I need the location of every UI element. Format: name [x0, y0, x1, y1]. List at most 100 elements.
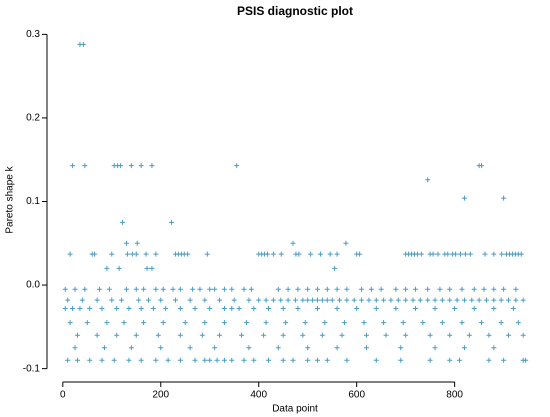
point: [138, 357, 144, 363]
point: [234, 163, 240, 169]
point: [144, 265, 150, 271]
point: [471, 305, 477, 311]
point: [368, 286, 374, 292]
point: [400, 320, 406, 326]
x-tick-label: 400: [250, 390, 267, 401]
point: [388, 297, 394, 303]
point: [300, 297, 306, 303]
point: [128, 163, 134, 169]
point: [72, 286, 78, 292]
point: [251, 357, 257, 363]
point: [403, 332, 409, 338]
point: [120, 219, 126, 225]
point: [324, 286, 330, 292]
point: [182, 320, 188, 326]
point: [359, 286, 365, 292]
point: [471, 286, 477, 292]
point: [251, 305, 257, 311]
point: [187, 345, 193, 351]
point: [322, 320, 328, 326]
point: [177, 357, 183, 363]
point: [425, 286, 431, 292]
point: [65, 357, 71, 363]
point: [453, 251, 459, 257]
point: [295, 305, 301, 311]
point: [275, 345, 281, 351]
point: [114, 305, 120, 311]
point: [343, 240, 349, 246]
point: [354, 305, 360, 311]
point: [160, 286, 166, 292]
y-tick-label: 0.2: [26, 113, 40, 124]
point: [479, 163, 485, 169]
point: [420, 320, 426, 326]
point: [461, 345, 467, 351]
point: [329, 297, 335, 303]
point: [412, 305, 418, 311]
point: [518, 251, 524, 257]
point: [305, 357, 311, 363]
point: [239, 332, 245, 338]
point: [403, 297, 409, 303]
point: [202, 320, 208, 326]
point: [520, 332, 526, 338]
point: [99, 357, 105, 363]
point: [435, 251, 441, 257]
point: [290, 357, 296, 363]
point: [266, 305, 272, 311]
point: [138, 305, 144, 311]
point: [427, 357, 433, 363]
point: [70, 305, 76, 311]
point: [204, 251, 210, 257]
point: [72, 345, 78, 351]
point: [513, 297, 519, 303]
point: [398, 345, 404, 351]
point: [459, 320, 465, 326]
point: [383, 332, 389, 338]
point: [491, 297, 497, 303]
point: [177, 286, 183, 292]
point: [285, 297, 291, 303]
point: [97, 286, 103, 292]
point: [314, 286, 320, 292]
point: [327, 251, 333, 257]
point: [124, 251, 130, 257]
point: [319, 332, 325, 338]
point: [501, 195, 507, 201]
point: [248, 286, 254, 292]
point: [381, 320, 387, 326]
point: [236, 305, 242, 311]
point: [357, 251, 363, 257]
point: [221, 357, 227, 363]
point: [74, 332, 80, 338]
point: [172, 297, 178, 303]
point: [104, 265, 110, 271]
point: [417, 297, 423, 303]
point: [467, 251, 473, 257]
point: [141, 320, 147, 326]
point: [94, 297, 100, 303]
point: [461, 195, 467, 201]
point: [363, 332, 369, 338]
y-tick-label: -0.1: [23, 363, 41, 374]
point: [324, 297, 330, 303]
point: [77, 305, 83, 311]
point: [126, 357, 132, 363]
point: [479, 320, 485, 326]
point: [202, 297, 208, 303]
point: [261, 332, 267, 338]
point: [190, 286, 196, 292]
point: [344, 286, 350, 292]
point: [133, 332, 139, 338]
point: [106, 286, 112, 292]
point: [123, 286, 129, 292]
y-tick-label: 0.0: [26, 280, 40, 291]
point: [418, 251, 424, 257]
point: [133, 286, 139, 292]
point: [116, 265, 122, 271]
point: [447, 357, 453, 363]
point: [138, 163, 144, 169]
point: [439, 320, 445, 326]
point: [149, 163, 155, 169]
x-tick-label: 0: [60, 390, 66, 401]
